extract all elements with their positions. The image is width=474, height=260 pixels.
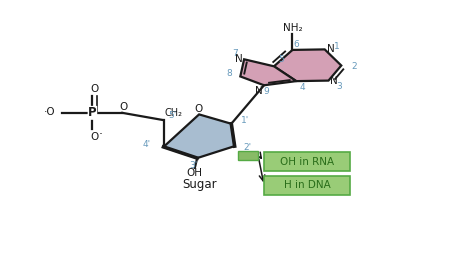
Text: 8: 8 [226,69,232,78]
Text: 1': 1' [241,116,250,125]
FancyBboxPatch shape [238,151,258,160]
Text: O: O [90,132,99,142]
Text: 6: 6 [293,40,299,49]
Text: 4': 4' [143,140,151,149]
Text: 4: 4 [299,83,305,92]
FancyBboxPatch shape [264,176,350,195]
Text: H in DNA: H in DNA [283,180,330,190]
Text: N: N [330,76,337,86]
Polygon shape [240,59,296,85]
Text: O: O [119,102,128,112]
Text: NH₂: NH₂ [283,23,302,33]
Text: OH in RNA: OH in RNA [280,157,334,167]
Text: 9: 9 [264,87,269,96]
Text: 7: 7 [233,49,238,57]
Text: ·: · [99,128,103,141]
Text: N: N [235,54,243,64]
Text: O: O [194,104,202,114]
Text: 2: 2 [352,62,357,70]
Text: P: P [88,106,97,119]
Text: 1: 1 [334,42,339,51]
Text: O: O [90,84,99,94]
Text: N: N [255,86,263,96]
Text: 5: 5 [278,55,284,64]
Text: ·O: ·O [44,107,55,117]
Text: Sugar: Sugar [182,178,217,191]
Text: OH: OH [187,168,203,178]
FancyBboxPatch shape [264,152,350,171]
Polygon shape [274,49,341,81]
Text: 3: 3 [336,82,342,91]
Text: N: N [327,44,335,54]
Text: CH₂: CH₂ [164,108,182,118]
Text: 2': 2' [244,143,252,152]
Text: 5': 5' [168,111,176,120]
Polygon shape [164,114,235,158]
Text: 3': 3' [189,161,198,170]
